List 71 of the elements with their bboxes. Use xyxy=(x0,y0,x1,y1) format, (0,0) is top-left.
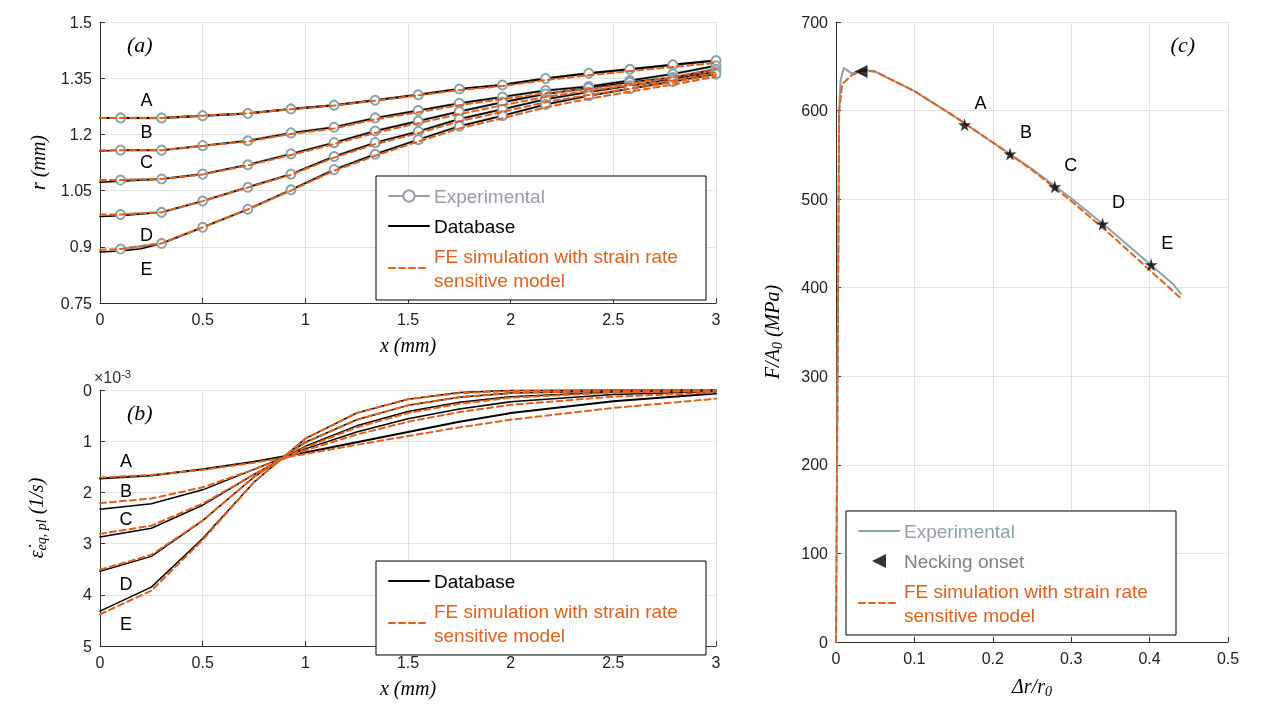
annotation: B xyxy=(140,122,153,143)
x-tick-label: 2.5 xyxy=(602,653,625,671)
y-tick-label: 100 xyxy=(801,544,829,562)
y-tick-label: 700 xyxy=(801,13,829,31)
legend-label: Database xyxy=(434,215,516,237)
y-tick-label: 600 xyxy=(801,102,829,120)
y-axis-title: r (mm) xyxy=(27,134,50,190)
annotation: E xyxy=(140,259,153,280)
y-tick-label: 400 xyxy=(801,279,829,297)
annotation: E xyxy=(119,614,133,635)
x-tick-label: 0.5 xyxy=(191,653,214,671)
x-tick-label: 0 xyxy=(831,649,841,667)
legend-label: FE simulation with strain rate sensitive model xyxy=(434,245,684,291)
legend-label: FE simulation with strain rate sensitive model xyxy=(434,600,684,646)
legend-label: Necking onset xyxy=(904,550,1026,572)
chart-title: (a) xyxy=(127,31,153,57)
y-tick-label: 2 xyxy=(83,483,93,501)
x-tick-label: 0.2 xyxy=(981,649,1005,667)
x-axis-title: x (mm) xyxy=(378,334,437,357)
annotation: A xyxy=(140,89,153,110)
annotation: B xyxy=(119,481,133,502)
x-tick-label: 0.3 xyxy=(1060,649,1083,667)
annotation: D xyxy=(1112,191,1126,212)
y-tick-label: 200 xyxy=(801,456,829,474)
x-tick-label: 0.5 xyxy=(191,310,214,328)
x-tick-label: 0.5 xyxy=(1216,649,1240,667)
x-tick-label: 0 xyxy=(95,310,105,328)
x-tick-label: 0 xyxy=(95,653,105,671)
annotation: A xyxy=(119,450,133,471)
legend-label: Database xyxy=(434,570,516,592)
y-tick-label: 0 xyxy=(819,633,829,651)
y-tick-label: 0 xyxy=(83,381,93,399)
x-tick-label: 1.5 xyxy=(396,653,420,671)
legend-label: FE simulation with strain rate sensitive model xyxy=(904,580,1154,626)
x-tick-label: 1 xyxy=(300,310,310,328)
annotation: A xyxy=(974,92,987,113)
chart-title: (c) xyxy=(1170,31,1195,57)
y-tick-label: 1.5 xyxy=(69,13,93,31)
legend-label: Experimental xyxy=(904,520,1015,542)
x-axis-title: x (mm) xyxy=(378,677,437,700)
annotation: E xyxy=(1161,232,1174,253)
y-tick-label: 300 xyxy=(801,367,829,385)
chart-title: (b) xyxy=(127,399,153,425)
legend-label: Experimental xyxy=(434,185,545,207)
y-tick-label: 1 xyxy=(83,432,93,450)
annotation: C xyxy=(119,508,133,529)
annotation: D xyxy=(140,224,154,245)
annotation: C xyxy=(140,152,154,173)
x-tick-label: 2 xyxy=(506,310,516,328)
x-tick-label: 0.1 xyxy=(903,649,926,667)
y-tick-label: 0.75 xyxy=(60,294,93,312)
y-axis-title: F/A0 (MPa) xyxy=(761,284,785,381)
x-tick-label: 0.4 xyxy=(1138,649,1161,667)
y-tick-label: 1.05 xyxy=(60,182,93,200)
annotation: B xyxy=(1020,121,1033,142)
x-tick-label: 2 xyxy=(506,653,516,671)
y-tick-label: 4 xyxy=(83,586,93,604)
x-tick-label: 3 xyxy=(711,653,721,671)
annotation: D xyxy=(119,574,133,595)
y-tick-label: 3 xyxy=(83,535,93,553)
x-tick-label: 1.5 xyxy=(396,310,420,328)
y-tick-label: 500 xyxy=(801,190,829,208)
x-tick-label: 2.5 xyxy=(602,310,625,328)
y-tick-label: 0.9 xyxy=(69,238,93,256)
y-tick-label: 1.2 xyxy=(69,125,93,143)
annotation: C xyxy=(1064,154,1078,175)
x-tick-label: 3 xyxy=(711,310,721,328)
y-tick-label: 5 xyxy=(83,637,93,655)
x-tick-label: 1 xyxy=(300,653,310,671)
y-axis-title: ε̇eq, pl (1/s) xyxy=(25,477,49,559)
y-tick-label: 1.35 xyxy=(60,69,93,87)
